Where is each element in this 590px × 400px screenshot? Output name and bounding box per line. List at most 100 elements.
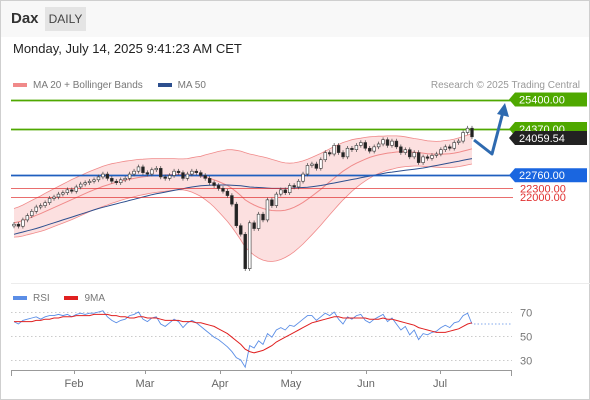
time-label-Jun: Jun [357,378,375,390]
candle-body [372,146,376,152]
candle-body [305,165,310,175]
candle-body [123,178,127,181]
period-button[interactable]: DAILY [45,7,86,31]
legend-bollinger: MA 20 + Bollinger Bands [13,80,143,91]
candle-body [448,146,452,149]
candle-body [452,142,456,149]
candle-body [145,172,150,175]
candle-body [65,189,70,193]
candle-body [114,180,118,183]
candle-body [56,193,61,198]
candle-body [354,145,359,150]
rsi-swatch [13,296,27,301]
candle-body [376,143,381,148]
candle-body [16,223,21,227]
candle-body [252,222,256,229]
price-tag-shape [509,92,587,107]
legend-rsi: RSI [13,293,50,304]
candle-body [256,213,261,229]
candle-body [430,155,434,159]
time-label-Feb: Feb [65,378,84,390]
candle-body [287,185,292,194]
candle-body [319,159,323,169]
candle-body [301,173,305,182]
forecast-arrowhead [497,103,509,117]
candle-body [47,198,52,204]
candle-body [328,152,332,155]
candle-body [381,139,385,145]
candle-body [185,173,190,179]
legend-rsi-label: RSI [33,293,50,304]
candle-body [456,140,461,143]
candle-body [341,152,345,158]
candle-body [225,190,230,196]
price-tag-24059.54: 24059.54 [509,130,587,145]
candle-body [234,203,239,226]
candle-body [461,132,465,142]
candle-body [416,152,421,163]
candle-body [167,175,172,179]
candle-body [83,182,87,185]
candle-body [141,166,145,173]
candle-body [25,215,30,221]
price-legend: MA 20 + Bollinger Bands MA 50 [13,80,218,91]
candle-body [274,193,279,206]
candle-body [399,146,403,153]
candle-body [310,163,314,166]
rsi-tick-50: 50 [520,332,532,344]
legend-rsi-ma: 9MA [64,293,105,304]
candle-body [292,185,296,188]
legend-ma50-label: MA 50 [177,80,206,91]
legend-rsi-ma-label: 9MA [84,293,106,304]
candle-body [78,183,83,188]
candle-body [21,219,25,227]
candle-body [265,199,270,221]
candle-body [270,199,274,206]
candle-body [12,223,16,227]
candle-body [43,202,47,206]
candle-body [279,189,283,195]
candle-body [101,173,105,178]
candle-body [30,211,34,216]
candle-body [87,180,92,183]
candle-body [439,149,443,155]
candle-body [221,188,225,192]
candle-body [190,170,194,175]
candle-body [216,185,221,189]
forecast-arrow [473,111,505,156]
price-tag-22000.00: 22000.00 [520,192,566,204]
candle-body [296,180,301,188]
candle-body [154,168,158,171]
time-label-Jul: Jul [433,378,447,390]
candle-body [412,152,416,158]
candle-body [110,178,114,182]
legend-ma50: MA 50 [157,80,206,91]
price-label-22300.00: 22300.00 [520,183,566,195]
rsi-legend: RSI 9MA [13,293,117,304]
time-label-Mar: Mar [136,378,155,390]
candle-body [207,178,212,183]
legend-bollinger-label: MA 20 + Bollinger Bands [33,80,143,91]
candle-body [359,142,363,146]
candle-body [132,170,136,175]
candle-body [385,139,390,146]
candle-body [105,173,110,179]
candle-body [336,145,341,153]
rsi-tick-70: 70 [520,308,532,320]
bollinger-swatch [13,83,27,88]
candle-body [52,196,56,199]
candle-body [394,140,399,148]
rsi-ma-line [14,313,473,354]
candle-body [243,233,247,269]
price-tag-22300.00: 22300.00 [520,183,566,195]
rsi-ma-swatch [64,296,79,301]
candle-body [465,127,470,133]
candle-body [92,179,96,182]
candle-body [247,222,252,269]
candle-body [470,127,474,138]
candle-body [314,163,319,169]
candle-body [119,179,123,183]
time-label-May: May [281,378,302,390]
candle-body [74,186,78,192]
